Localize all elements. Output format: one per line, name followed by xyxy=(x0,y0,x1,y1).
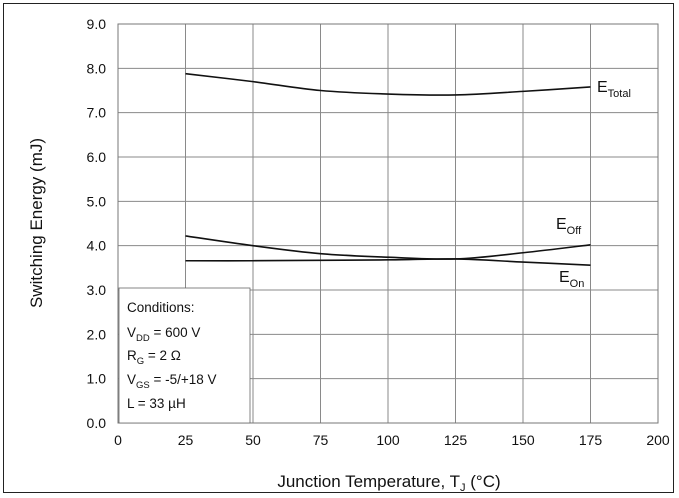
series-line-eon xyxy=(185,258,591,266)
y-tick-label: 2.0 xyxy=(87,326,107,342)
x-tick-label: 75 xyxy=(313,432,329,448)
chart-frame xyxy=(3,3,674,493)
y-tick-label: 6.0 xyxy=(87,149,107,165)
x-axis-title: Junction Temperature, TJ (°C) xyxy=(277,472,500,494)
y-tick-label: 7.0 xyxy=(87,105,107,121)
condition-inductance: L = 33 µH xyxy=(127,396,186,411)
conditions-box-background xyxy=(118,287,251,424)
x-tick-label: 150 xyxy=(511,432,535,448)
series-label-eon: EOn xyxy=(559,269,584,290)
y-axis-title: Switching Energy (mJ) xyxy=(27,138,46,308)
conditions-title: Conditions: xyxy=(127,300,195,315)
condition-vgs: VGS = -5/+18 V xyxy=(127,372,217,391)
y-tick-label: 5.0 xyxy=(87,193,107,209)
x-tick-label: 25 xyxy=(178,432,194,448)
series-lines xyxy=(185,72,591,266)
y-tick-label: 4.0 xyxy=(87,238,107,254)
x-tick-label: 0 xyxy=(114,432,122,448)
x-tick-label: 100 xyxy=(376,432,400,448)
condition-rg: RG = 2 Ω xyxy=(127,348,181,367)
plot-area-border xyxy=(117,23,659,424)
y-tick-label: 0.0 xyxy=(87,415,107,431)
tick-labels: 0 25 50 75 100 125 150 175 200 0.0 1.0 2.0 3.0 4.0 5.0… xyxy=(87,16,670,448)
series-line-etotal xyxy=(185,72,591,96)
x-tick-label: 50 xyxy=(245,432,261,448)
conditions-box: Conditions: VDD = 600 V RG = 2 Ω VGS = -… xyxy=(118,287,251,424)
x-tick-label: 175 xyxy=(579,432,603,448)
series-label-etotal: ETotal xyxy=(597,79,631,100)
y-tick-label: 1.0 xyxy=(87,371,107,387)
series-line-eoff xyxy=(185,235,591,260)
y-tick-label: 3.0 xyxy=(87,282,107,298)
y-tick-label: 9.0 xyxy=(87,16,107,32)
condition-vdd: VDD = 600 V xyxy=(127,325,200,344)
x-tick-label: 125 xyxy=(444,432,468,448)
y-tick-label: 8.0 xyxy=(87,60,107,76)
x-tick-label: 200 xyxy=(646,432,670,448)
series-label-eoff: EOff xyxy=(556,216,582,237)
